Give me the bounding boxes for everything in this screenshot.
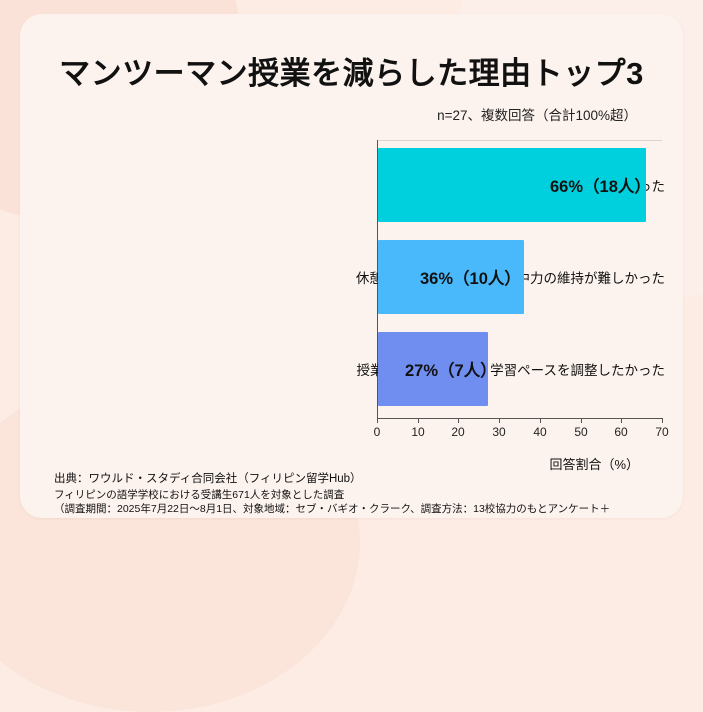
footnote-line-4: インタビュー調査） [54, 517, 674, 519]
x-tick-label-5: 50 [574, 425, 588, 439]
y-axis-line [377, 140, 378, 418]
chart-title: マンツーマン授業を減らした理由トップ3 [59, 56, 644, 91]
x-tick-label-6: 60 [614, 425, 628, 439]
bar-3 [378, 332, 488, 406]
bar-2 [378, 240, 524, 314]
plot-area: 自習・復習の時間の確保が難しかった 66%（18人） 休憩がほとんど取れず、集中… [20, 140, 683, 439]
x-axis-label: 回答割合（%） [549, 457, 639, 472]
x-tick-label-1: 10 [411, 425, 425, 439]
x-tick-label-7: 70 [655, 425, 669, 439]
chart-subtitle: n=27、複数回答（合計100%超） [437, 108, 637, 123]
x-tick-7 [662, 418, 663, 423]
x-axis-line [377, 418, 662, 419]
bar-value-label-2: 36%（10人） [420, 270, 521, 288]
table-row: 自習・復習の時間の確保が難しかった 66%（18人） [20, 148, 683, 222]
x-tick-label-4: 40 [533, 425, 547, 439]
source-footnote: 出典：ワウルド・スタディ合同会社（フィリピン留学Hub） フィリピンの語学学校に… [54, 472, 674, 518]
x-tick-3 [499, 418, 500, 423]
x-tick-label-0: 0 [373, 425, 381, 439]
bar-value-label-3: 27%（7人） [405, 362, 497, 380]
x-tick-label-3: 30 [492, 425, 506, 439]
bar-1 [378, 148, 646, 222]
footnote-line-3: （調査期間：2025年7月22日〜8月1日、対象地域：セブ・バギオ・クラーク、調… [54, 503, 611, 516]
chart-card: マンツーマン授業を減らした理由トップ3 n=27、複数回答（合計100%超） 自… [20, 14, 683, 518]
footnote-line-2: フィリピンの語学学校における受講生671人を対象とした調査 [54, 488, 345, 501]
bar-value-label-1: 66%（18人） [550, 178, 651, 196]
x-tick-5 [581, 418, 582, 423]
table-row: 休憩がほとんど取れず、集中力の維持が難しかった 36%（10人） [20, 240, 683, 314]
footnote-line-1: 出典：ワウルド・スタディ合同会社（フィリピン留学Hub） [54, 473, 362, 485]
x-tick-1 [418, 418, 419, 423]
x-tick-6 [621, 418, 622, 423]
x-tick-2 [458, 418, 459, 423]
x-tick-label-2: 20 [451, 425, 465, 439]
x-tick-4 [540, 418, 541, 423]
plot-top-border [377, 140, 662, 141]
x-tick-0 [377, 418, 378, 423]
table-row: 授業についていけず、学習ペースを調整したかった 27%（7人） [20, 332, 683, 406]
